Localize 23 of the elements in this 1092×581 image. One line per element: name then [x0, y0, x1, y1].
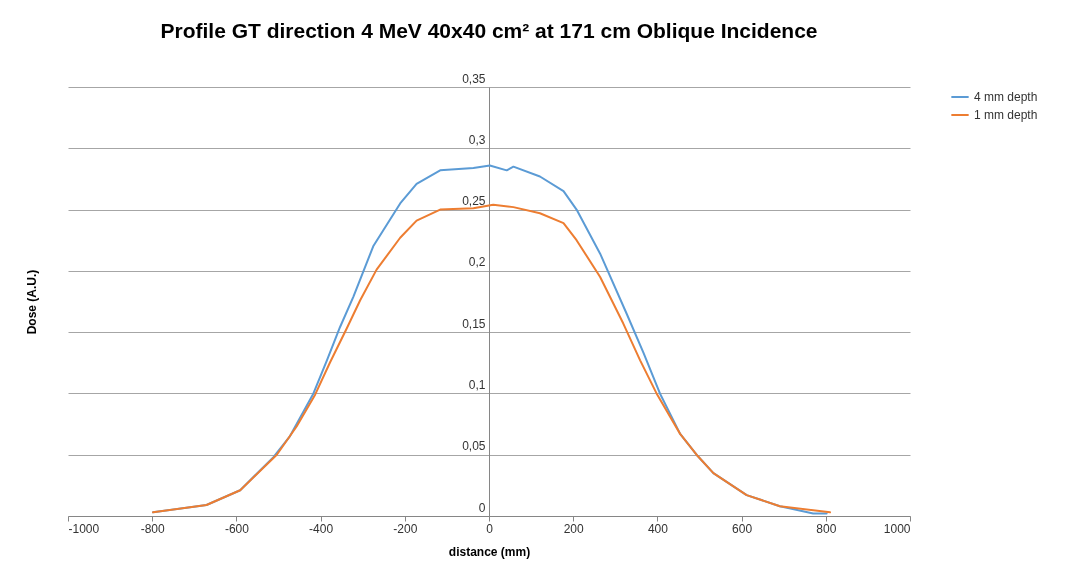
x-tick-label: -600: [224, 521, 250, 536]
y-tick-label: 0,2: [468, 255, 486, 270]
x-axis-title: distance (mm): [448, 544, 531, 559]
y-tick-label: 0,15: [462, 316, 486, 331]
x-tick-label: -200: [393, 521, 418, 536]
x-tick-label: -1000: [68, 521, 100, 536]
y-tick-label: 0,1: [468, 377, 486, 392]
y-tick-label: 0,25: [462, 194, 486, 209]
y-axis-title: Dose (A.U.): [24, 269, 39, 335]
x-tick-label: 1000: [883, 521, 911, 536]
x-tick-label: 600: [732, 521, 753, 536]
x-tick-label: 400: [647, 521, 669, 536]
legend-label: 4 mm depth: [974, 90, 1038, 104]
chart-title: Profile GT direction 4 MeV 40x40 cm² at 171 cm Oblique Incidence: [160, 19, 818, 42]
x-tick-label: -400: [309, 521, 334, 536]
legend-label: 1 mm depth: [974, 108, 1038, 122]
y-tick-label: 0,35: [462, 71, 486, 86]
x-tick-label: -800: [140, 521, 166, 536]
y-tick-label: 0,3: [468, 132, 486, 147]
y-tick-label: 0: [478, 500, 486, 515]
x-tick-label: 800: [816, 521, 837, 536]
x-tick-label: 200: [563, 521, 585, 536]
y-tick-label: 0,05: [462, 439, 486, 454]
